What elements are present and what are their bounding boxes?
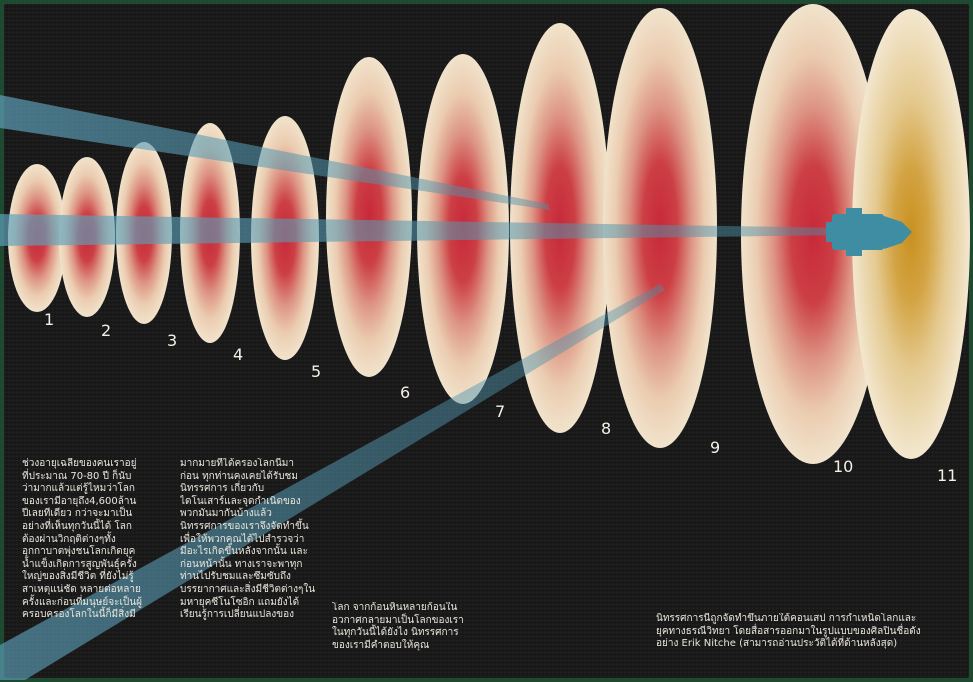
stage-number-1: 1 xyxy=(44,310,55,329)
paragraph-3: โลก จากก้อนหินหลายก้อนใน อวกาศกลายมาเป็น… xyxy=(332,602,464,651)
stage-number-8: 8 xyxy=(601,419,612,438)
beam-lower xyxy=(0,284,665,680)
paragraph-2: มากมายที่ได้ครองโลกนี้มา ก่อน ทุกท่านคงเ… xyxy=(180,458,316,621)
light-beams xyxy=(0,95,850,680)
spaceship-icon xyxy=(826,208,912,256)
stage-number-4: 4 xyxy=(233,345,244,364)
paragraph-1: ช่วงอายุเฉลี่ยของคนเราอยู่ ที่ประมาณ 70-… xyxy=(22,458,142,621)
stage-number-5: 5 xyxy=(311,362,322,381)
stage-number-6: 6 xyxy=(400,383,411,402)
stage-ring-6 xyxy=(326,57,412,377)
beam-horizontal xyxy=(0,214,850,246)
stage-number-3: 3 xyxy=(167,331,178,350)
paragraph-4: นิทรรศการนี้ถูกจัดทำขึ้นภายใต้คอนเสป การ… xyxy=(656,613,921,650)
stage-number-2: 2 xyxy=(101,321,112,340)
stage-number-9: 9 xyxy=(710,438,721,457)
stage-number-7: 7 xyxy=(495,402,506,421)
stage-number-11: 11 xyxy=(937,466,958,485)
stage-number-10: 10 xyxy=(833,457,854,476)
beam-upper xyxy=(0,95,550,210)
stage-ring-11 xyxy=(852,9,970,459)
